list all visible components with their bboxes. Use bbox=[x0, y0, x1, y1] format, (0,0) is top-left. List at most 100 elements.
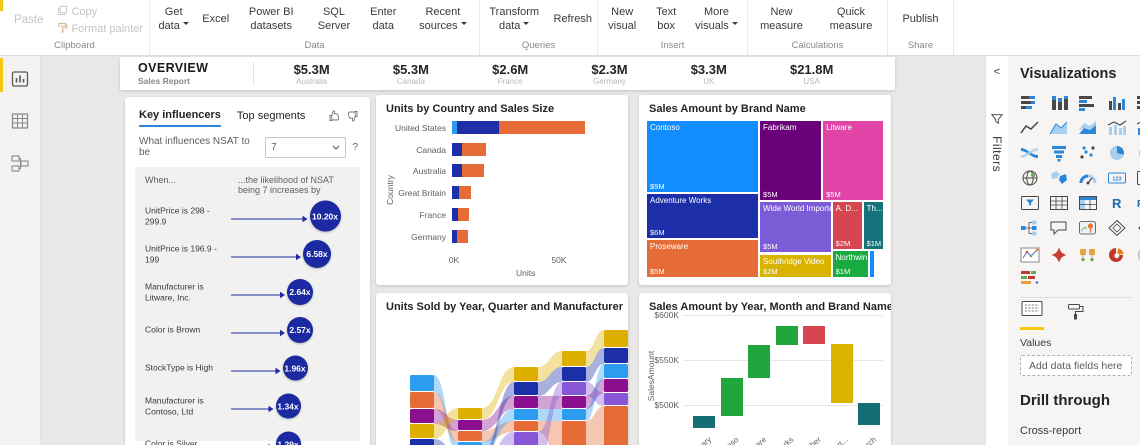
table-icon[interactable] bbox=[1049, 194, 1071, 213]
publish-button[interactable]: Publish bbox=[902, 13, 939, 26]
influencer-row[interactable]: UnitPrice is 298 - 299.9 10.20x bbox=[145, 197, 350, 235]
custom-visual-radial-icon[interactable] bbox=[1136, 246, 1140, 265]
influencer-row[interactable]: Color is Brown 2.57x bbox=[145, 311, 350, 349]
metrics-icon[interactable] bbox=[1107, 219, 1129, 238]
treemap-tile-wide-world-importers[interactable]: Wide World Importers $5M bbox=[759, 201, 832, 254]
pie-chart-icon[interactable] bbox=[1107, 144, 1129, 163]
ribbon-chart-icon[interactable] bbox=[1020, 144, 1042, 163]
bar-segment-segment-orange[interactable] bbox=[462, 142, 486, 156]
fields-tab[interactable] bbox=[1020, 300, 1044, 330]
treemap-tile-southridge-video[interactable]: Southridge Video $2M bbox=[759, 253, 832, 278]
bar-segment-segment-orange[interactable] bbox=[458, 207, 469, 221]
waterfall-bar-decrease[interactable] bbox=[803, 325, 825, 344]
report-header-visual[interactable]: OVERVIEW Sales Report $5.3M Australia $5.3… bbox=[120, 57, 895, 90]
influencer-row[interactable]: Manufacturer is Contoso, Ltd 1.34x bbox=[145, 387, 350, 425]
treemap-tile-northwin[interactable]: Northwin... $1M bbox=[831, 250, 869, 278]
waterfall-bar-other[interactable] bbox=[830, 343, 853, 404]
influencer-bubble[interactable]: 2.64x bbox=[287, 279, 313, 305]
power-apps-visual-icon[interactable] bbox=[1049, 246, 1071, 265]
new-visual-button[interactable]: New visual bbox=[608, 6, 637, 32]
sales-waterfall-visual[interactable]: Sales Amount by Year, Month and Brand Na… bbox=[639, 293, 891, 445]
sales-by-brand-treemap-visual[interactable]: Sales Amount by Brand Name Contoso $9M Adv… bbox=[639, 95, 891, 285]
excel-button[interactable]: Excel bbox=[202, 13, 230, 26]
100-stacked-bar-chart-icon[interactable] bbox=[1136, 94, 1140, 113]
more-visuals-icon[interactable] bbox=[1136, 219, 1140, 238]
influencer-row[interactable]: UnitPrice is 196.9 - 199 6.58x bbox=[145, 235, 350, 273]
new-measure-button[interactable]: New measure bbox=[760, 6, 803, 32]
text-box-button[interactable]: Text box bbox=[656, 6, 677, 32]
funnel-chart-icon[interactable] bbox=[1049, 144, 1071, 163]
influencer-bubble[interactable]: 1.34x bbox=[275, 393, 301, 419]
bar-segment-segment-dark-blue[interactable] bbox=[452, 164, 463, 178]
stacked-area-chart-icon[interactable] bbox=[1078, 119, 1100, 138]
clustered-column-chart-icon[interactable] bbox=[1107, 94, 1129, 113]
custom-visual-gantt-icon[interactable] bbox=[1020, 269, 1042, 288]
stacked-column-chart-icon[interactable] bbox=[1049, 94, 1071, 113]
slicer-icon[interactable] bbox=[1020, 194, 1042, 213]
influencer-bubble[interactable]: 6.58x bbox=[303, 240, 331, 268]
donut-chart-icon[interactable] bbox=[1136, 144, 1140, 163]
refresh-button[interactable]: Refresh bbox=[553, 13, 592, 26]
bar-row[interactable] bbox=[452, 207, 469, 221]
clustered-bar-chart-icon[interactable] bbox=[1078, 94, 1100, 113]
copy-button[interactable]: Copy bbox=[57, 5, 97, 19]
waterfall-bar-increase[interactable] bbox=[720, 378, 743, 416]
bar-row[interactable] bbox=[452, 142, 486, 156]
rail-item-report-view[interactable] bbox=[0, 60, 40, 98]
expand-filters-button[interactable]: < bbox=[993, 66, 1001, 78]
bar-segment-segment-orange[interactable] bbox=[462, 164, 485, 178]
values-field-well[interactable]: Add data fields here bbox=[1020, 355, 1132, 376]
influencer-row[interactable]: Color is Silver 1.29x bbox=[145, 425, 350, 445]
bar-row[interactable] bbox=[452, 164, 485, 178]
bar-segment-segment-dark-blue[interactable] bbox=[452, 207, 459, 221]
custom-visual-pie-icon[interactable] bbox=[1107, 246, 1129, 265]
influencer-row[interactable]: StockType is High 1.96x bbox=[145, 349, 350, 387]
quick-measure-button[interactable]: Quick measure bbox=[829, 6, 873, 32]
map-icon[interactable] bbox=[1020, 169, 1042, 188]
tab-top-segments[interactable]: Top segments bbox=[236, 110, 306, 122]
rail-item-data-view[interactable] bbox=[0, 102, 40, 140]
waterfall-bar-increase[interactable] bbox=[775, 325, 798, 345]
rail-item-model-view[interactable] bbox=[0, 144, 40, 182]
influencer-row[interactable]: Manufacturer is Litware, Inc. 2.64x bbox=[145, 273, 350, 311]
paste-button[interactable]: Paste bbox=[14, 13, 44, 26]
bar-segment-segment-orange[interactable] bbox=[499, 121, 586, 134]
multi-row-card-icon[interactable] bbox=[1136, 169, 1140, 188]
format-tab[interactable] bbox=[1066, 303, 1086, 330]
format-painter-button[interactable]: Format painter bbox=[57, 22, 143, 36]
ribbon-chart-plot[interactable] bbox=[376, 315, 628, 445]
bar-row[interactable] bbox=[452, 229, 468, 243]
treemap-tile[interactable] bbox=[868, 250, 876, 278]
treemap-tile-a-d[interactable]: A. D... $2M bbox=[831, 201, 863, 251]
waterfall-bar-increase[interactable] bbox=[748, 344, 770, 378]
python-visual-icon[interactable]: Py bbox=[1136, 194, 1140, 213]
tab-key-influencers[interactable]: Key influencers bbox=[139, 109, 221, 127]
waterfall-bar-total[interactable] bbox=[693, 415, 715, 429]
filled-map-icon[interactable] bbox=[1049, 169, 1071, 188]
filters-pane-title[interactable]: Filters bbox=[990, 136, 1004, 173]
scatter-chart-icon[interactable] bbox=[1078, 144, 1100, 163]
sql-server-button[interactable]: SQL Server bbox=[317, 6, 351, 32]
key-influencers-visual[interactable]: Key influencers Top segments What influe… bbox=[125, 97, 370, 445]
area-chart-icon[interactable] bbox=[1049, 119, 1071, 138]
power-bi-datasets-button[interactable]: Power BI datasets bbox=[248, 6, 294, 32]
influencer-value-dropdown[interactable]: 7 bbox=[265, 136, 347, 158]
influencer-bubble[interactable]: 2.57x bbox=[287, 317, 313, 343]
transform-data-button[interactable]: Transform data bbox=[489, 6, 540, 32]
influencer-bubble[interactable]: 1.96x bbox=[282, 355, 308, 381]
bar-segment-segment-light-blue[interactable] bbox=[452, 121, 457, 134]
influencer-bubble[interactable]: 10.20x bbox=[309, 200, 341, 232]
bar-row[interactable] bbox=[452, 121, 586, 134]
matrix-icon[interactable] bbox=[1078, 194, 1100, 213]
units-by-country-visual[interactable]: Units by Country and Sales Size United S… bbox=[376, 95, 628, 285]
bar-segment-segment-orange[interactable] bbox=[458, 186, 471, 200]
treemap-tile-litware[interactable]: Litware $5M bbox=[822, 120, 884, 202]
line-stacked-column-chart-icon[interactable] bbox=[1107, 119, 1129, 138]
bar-segment-segment-dark-blue[interactable] bbox=[457, 121, 499, 134]
enter-data-button[interactable]: Enter data bbox=[370, 6, 397, 32]
stacked-bar-chart-icon[interactable] bbox=[1020, 94, 1042, 113]
qa-visual-icon[interactable] bbox=[1049, 219, 1071, 238]
waterfall-bar-total[interactable] bbox=[858, 403, 880, 425]
thumbs-down-icon[interactable] bbox=[346, 109, 358, 127]
help-icon[interactable]: ? bbox=[352, 141, 358, 153]
